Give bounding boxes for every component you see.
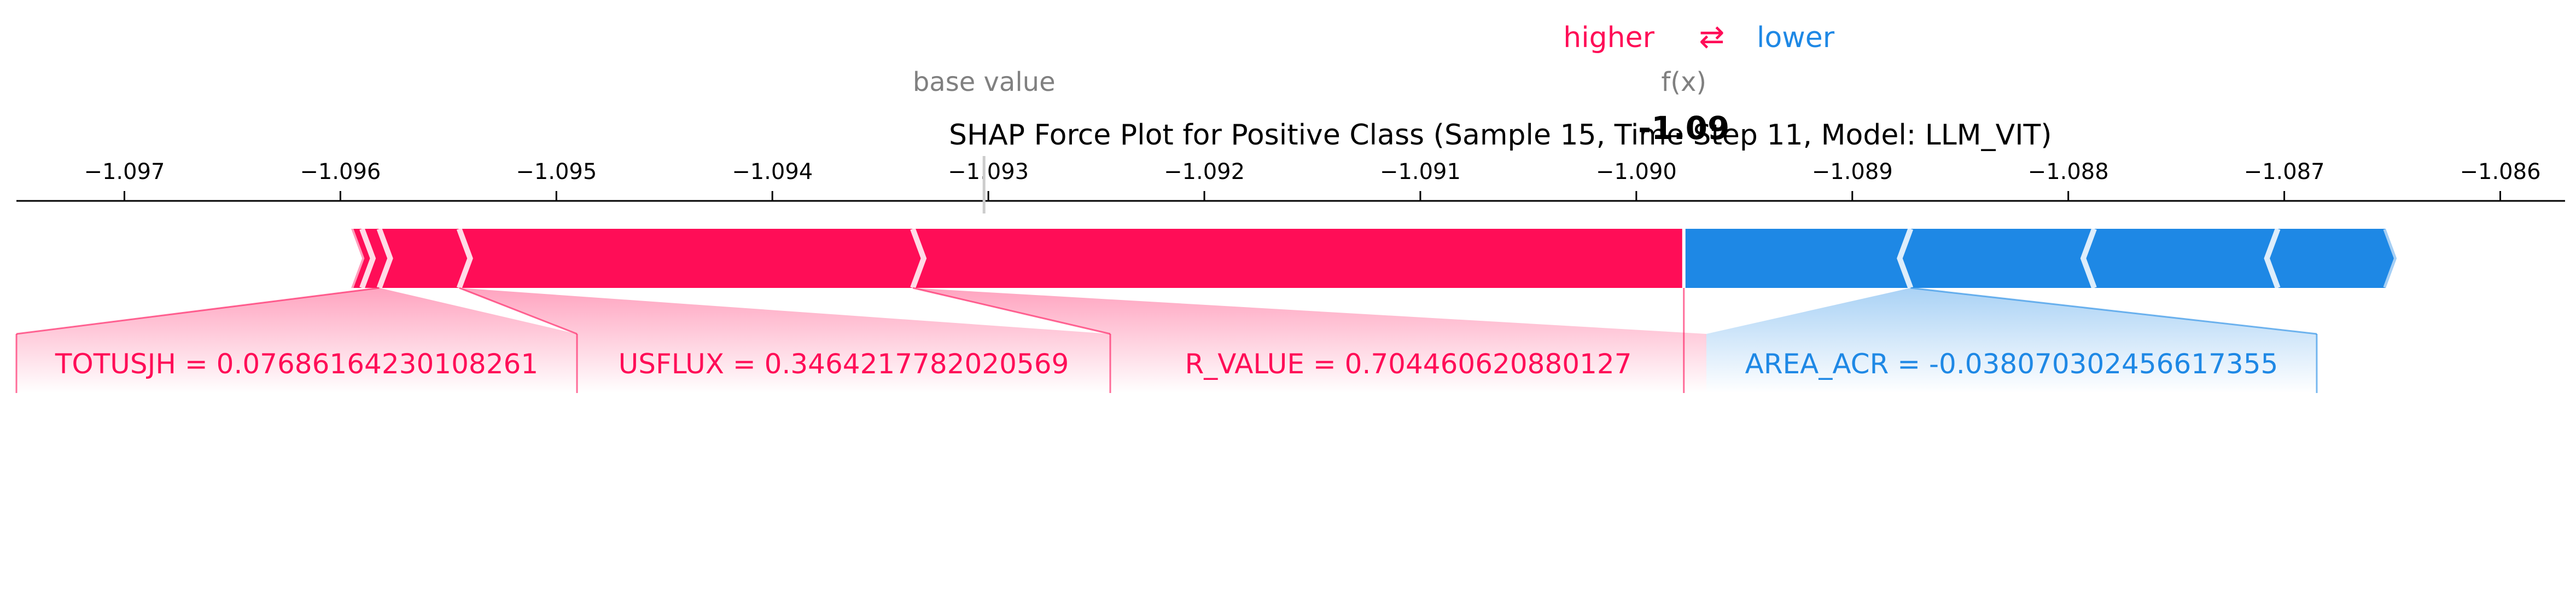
axis-tick-label: −1.087 bbox=[2244, 159, 2325, 184]
negative-separator bbox=[2080, 228, 2097, 289]
negative-force-segment bbox=[1899, 229, 2095, 288]
axis-tick-label: −1.093 bbox=[948, 159, 1029, 184]
feature-label: AREA_ACR = -0.038070302456617355 bbox=[1745, 348, 2278, 380]
positive-separator bbox=[359, 228, 376, 289]
axis-tick-label: −1.090 bbox=[1596, 159, 1677, 184]
axis-tick-label: −1.091 bbox=[1380, 159, 1461, 184]
fx-label: f(x) bbox=[1661, 67, 1706, 97]
label-gradient bbox=[16, 288, 577, 393]
label-connector bbox=[912, 287, 1111, 335]
chart-title: SHAP Force Plot for Positive Class (Samp… bbox=[949, 119, 2052, 152]
negative-force-segment bbox=[1683, 229, 1911, 288]
feature-label: TOTUSJH = 0.07686164230108261 bbox=[55, 348, 538, 380]
x-axis: −1.097 −1.096 −1.095 −1.094 −1.093 −1.092 −1.0… bbox=[16, 156, 2565, 213]
negative-separator bbox=[2383, 228, 2400, 289]
label-gradient bbox=[1706, 288, 2317, 393]
axis-tick-label: −1.086 bbox=[2460, 159, 2541, 184]
positive-force-segment bbox=[379, 229, 470, 288]
feature-labels: TOTUSJH = 0.07686164230108261 USFLUX = 0.… bbox=[15, 287, 2318, 393]
axis-tick-label: −1.094 bbox=[732, 159, 813, 184]
axis-tick-label: −1.092 bbox=[1164, 159, 1245, 184]
label-connector bbox=[16, 287, 380, 335]
axis-tick-label: −1.089 bbox=[1812, 159, 1893, 184]
negative-force-segment bbox=[2266, 229, 2397, 288]
label-connector bbox=[459, 287, 578, 335]
positive-separator bbox=[349, 228, 365, 289]
axis-tick-label: −1.096 bbox=[300, 159, 381, 184]
positive-force-segment bbox=[459, 229, 924, 288]
positive-separator bbox=[910, 228, 927, 289]
positive-force-segment bbox=[912, 229, 1684, 288]
feature-label: USFLUX = 0.3464217782020569 bbox=[619, 348, 1069, 380]
axis-tick-label: −1.097 bbox=[84, 159, 165, 184]
fx-value: -1.09 bbox=[1638, 109, 1729, 147]
label-gradient bbox=[459, 288, 1110, 393]
axis-tick-label: −1.088 bbox=[2028, 159, 2109, 184]
label-connector bbox=[1910, 287, 2317, 335]
legend-arrows-icon: ⇄ bbox=[1699, 19, 1725, 55]
axis-tick-label: −1.095 bbox=[516, 159, 597, 184]
legend-higher: higher bbox=[1563, 21, 1654, 54]
label-gradient bbox=[912, 288, 1706, 393]
base-value-label: base value bbox=[913, 67, 1056, 97]
negative-force-segment bbox=[2083, 229, 2278, 288]
positive-separator bbox=[376, 228, 393, 289]
negative-separator bbox=[2264, 228, 2281, 289]
legend-lower: lower bbox=[1757, 21, 1835, 54]
positive-force-segment bbox=[351, 229, 373, 288]
positive-separator bbox=[456, 228, 473, 289]
negative-separator bbox=[1897, 228, 1914, 289]
feature-label: R_VALUE = 0.704460620880127 bbox=[1185, 348, 1631, 380]
force-bars bbox=[349, 228, 2400, 289]
